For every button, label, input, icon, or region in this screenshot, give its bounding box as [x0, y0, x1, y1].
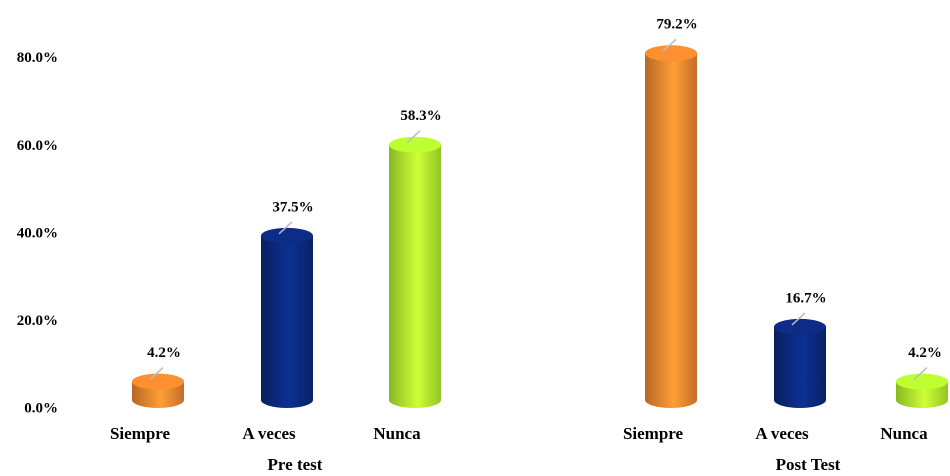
bar-top: [645, 45, 697, 62]
leader-line: [406, 130, 421, 144]
bar-body: [645, 53, 697, 408]
bar-top: [774, 318, 826, 335]
bar: [645, 45, 697, 408]
bar-body: [774, 326, 826, 408]
data-label: 79.2%: [656, 17, 697, 33]
leader-line: [662, 38, 677, 52]
x-tick-label: Nunca: [373, 424, 421, 443]
x-tick-label: A veces: [242, 424, 296, 443]
leader-line: [791, 312, 806, 326]
leader-line: [149, 367, 164, 381]
y-tick-label: 20.0%: [17, 313, 58, 329]
bar-top: [896, 373, 948, 390]
group-label: Pre test: [268, 455, 323, 474]
data-label: 58.3%: [400, 108, 441, 124]
bar-body: [389, 144, 441, 408]
bar-top: [132, 373, 184, 390]
bar: [389, 136, 441, 408]
bar-top: [261, 227, 313, 244]
x-tick-label: A veces: [755, 424, 809, 443]
data-label: 37.5%: [272, 199, 313, 215]
leader-line: [913, 367, 928, 381]
bar: [261, 227, 313, 408]
bar-top: [389, 136, 441, 153]
group-label: Post Test: [776, 455, 841, 474]
x-tick-label: Siempre: [623, 424, 684, 443]
bar: [774, 318, 826, 408]
x-tick-label: Siempre: [110, 424, 171, 443]
y-tick-label: 60.0%: [17, 138, 58, 154]
data-label: 4.2%: [147, 345, 181, 361]
y-tick-label: 80.0%: [17, 50, 58, 66]
y-tick-label: 40.0%: [17, 225, 58, 241]
bar: [896, 373, 948, 408]
data-label: 16.7%: [785, 290, 826, 306]
x-tick-label: Nunca: [880, 424, 928, 443]
y-tick-label: 0.0%: [24, 400, 58, 416]
bar: [132, 373, 184, 408]
data-label: 4.2%: [908, 345, 942, 361]
bar-body: [261, 235, 313, 408]
leader-line: [278, 221, 293, 235]
